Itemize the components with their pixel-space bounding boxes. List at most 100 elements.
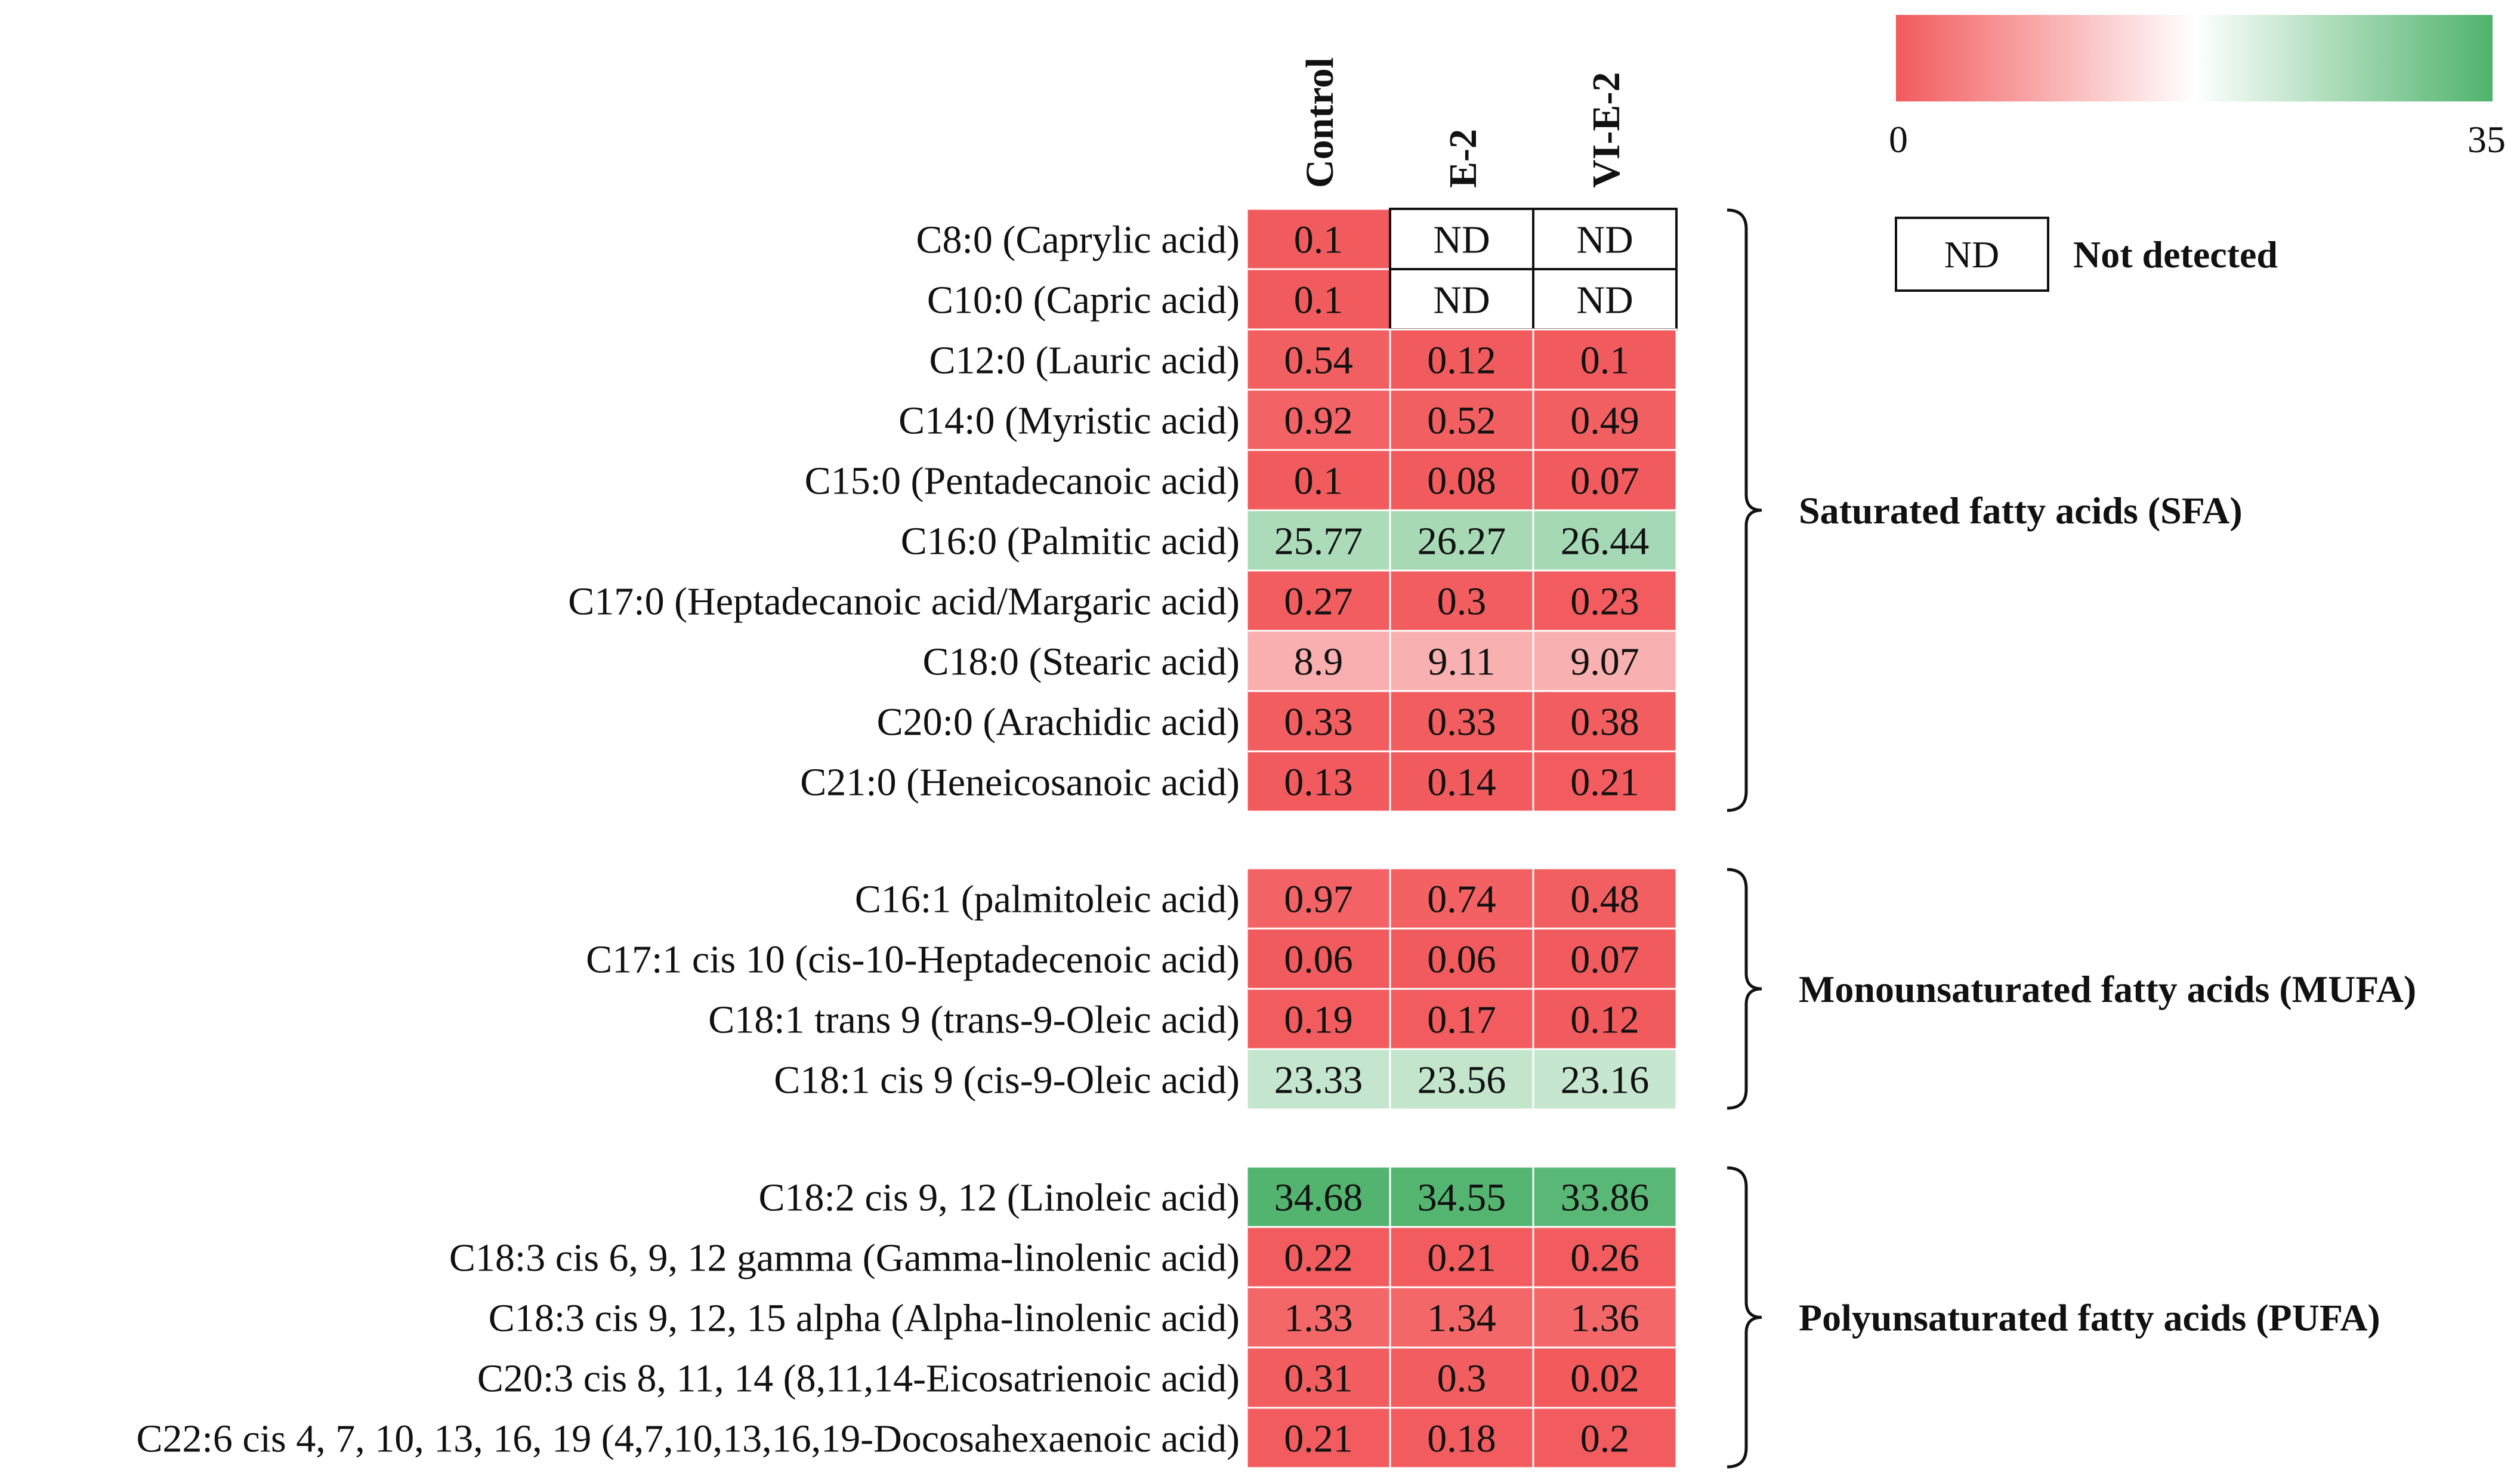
cell-value: 0.14 (1427, 761, 1496, 804)
heatmap-cell (1246, 1226, 1391, 1288)
cell-value: 0.17 (1427, 998, 1496, 1042)
column-header-control: Control (1298, 57, 1342, 188)
cell-value: 0.07 (1570, 460, 1639, 503)
cell-value: 0.27 (1284, 580, 1353, 624)
cell-value: 0.06 (1284, 938, 1353, 982)
cell-value: 0.49 (1570, 399, 1639, 443)
row-label: C12:0 (Lauric acid) (929, 339, 1240, 383)
heatmap-cell (1246, 750, 1391, 813)
row-group-2: C18:2 cis 9, 12 (Linoleic acid) 34.68 34.5… (137, 1165, 2380, 1469)
heatmap-cell (1532, 1286, 1678, 1349)
cell-value: 26.44 (1561, 520, 1650, 563)
heatmap-cell (1532, 509, 1678, 572)
row-label: C18:1 trans 9 (trans-9-Oleic acid) (708, 998, 1240, 1042)
heatmap-cell (1246, 449, 1391, 511)
cell-value: 0.33 (1284, 701, 1353, 744)
cell-value: 25.77 (1274, 520, 1363, 563)
missing-value-label: Not detected (2073, 233, 2278, 276)
cell-value: 0.33 (1427, 701, 1496, 744)
row-label: C17:0 (Heptadecanoic acid/Margaric acid) (568, 580, 1240, 624)
cell-value: 0.26 (1570, 1237, 1639, 1280)
cell-value: ND (1433, 279, 1490, 322)
row-label: C17:1 cis 10 (cis-10-Heptadecenoic acid) (586, 938, 1240, 982)
cell-value: 0.07 (1570, 938, 1639, 982)
cell-value: 0.3 (1437, 580, 1487, 624)
cell-value: 0.21 (1570, 761, 1639, 804)
row-label: C20:0 (Arachidic acid) (877, 701, 1240, 744)
cell-value: 33.86 (1561, 1176, 1650, 1220)
cell-value: ND (1433, 218, 1490, 262)
heatmap-cell (1532, 1165, 1678, 1228)
heatmap-cell (1389, 690, 1534, 753)
cell-value: 8.9 (1294, 640, 1344, 684)
cell-value: 0.02 (1570, 1357, 1639, 1401)
group-brace (1727, 1166, 1762, 1469)
row-label: C18:2 cis 9, 12 (Linoleic acid) (759, 1176, 1240, 1220)
row-label: C16:0 (Palmitic acid) (901, 520, 1240, 563)
row-label: C15:0 (Pentadecanoic acid) (805, 460, 1240, 503)
group-label: Saturated fatty acids (SFA) (1799, 489, 2243, 532)
heatmap-cell (1246, 1048, 1391, 1111)
heatmap-cell (1532, 927, 1678, 990)
heatmap-cell-not-detected (1532, 208, 1678, 270)
cell-value: 23.33 (1274, 1059, 1363, 1102)
missing-value-legend: ND Not detected (1895, 217, 2278, 292)
cell-value: 0.06 (1427, 938, 1496, 982)
missing-value-code: ND (1944, 233, 1999, 276)
cell-value: 0.1 (1580, 339, 1630, 383)
cell-value: 0.74 (1427, 878, 1496, 921)
cell-value: 0.1 (1294, 218, 1344, 262)
cell-value: 0.31 (1284, 1357, 1353, 1401)
cell-value: 0.21 (1427, 1237, 1496, 1280)
heatmap-cell (1532, 690, 1678, 753)
cell-value: 0.18 (1427, 1417, 1496, 1461)
cell-value: 23.16 (1561, 1059, 1650, 1102)
cell-value: 0.1 (1294, 460, 1344, 503)
heatmap-cell (1532, 1226, 1678, 1288)
row-label: C8:0 (Caprylic acid) (916, 218, 1240, 262)
row-label: C18:1 cis 9 (cis-9-Oleic acid) (774, 1059, 1240, 1102)
cell-value: 9.07 (1570, 640, 1639, 684)
color-scale-min-label: 0 (1889, 118, 1908, 161)
heatmap-cell (1389, 927, 1534, 990)
heatmap-cell (1389, 1048, 1534, 1111)
row-label: C18:3 cis 9, 12, 15 alpha (Alpha-linolen… (489, 1297, 1240, 1340)
group-brace (1727, 208, 1762, 812)
heatmap-cell (1246, 1346, 1391, 1409)
cell-value: 34.68 (1274, 1176, 1363, 1220)
column-header-e-2: E-2 (1441, 129, 1485, 188)
cell-value: 0.12 (1427, 339, 1496, 383)
row-group-0: C8:0 (Caprylic acid) 0.1 ND ND C10:0 (Capric… (568, 208, 2243, 813)
cell-value: 0.3 (1437, 1357, 1487, 1401)
cell-value: 0.97 (1284, 878, 1353, 921)
cell-value: 0.1 (1294, 279, 1344, 322)
missing-value-swatch (1895, 217, 2049, 292)
cell-value: 0.13 (1284, 761, 1353, 804)
cell-value: 0.23 (1570, 580, 1639, 624)
group-label: Polyunsaturated fatty acids (PUFA) (1799, 1297, 2380, 1339)
heatmap-cell (1532, 569, 1678, 632)
heatmap-cell (1246, 630, 1391, 692)
heatmap-cell (1532, 449, 1678, 511)
row-label: C14:0 (Myristic acid) (898, 399, 1240, 443)
heatmap-cell (1532, 1346, 1678, 1409)
row-label: C22:6 cis 4, 7, 10, 13, 16, 19 (4,7,10,1… (137, 1417, 1240, 1461)
cell-value: 1.33 (1284, 1297, 1353, 1340)
heatmap-cell (1246, 1286, 1391, 1349)
heatmap-cell (1246, 1407, 1391, 1469)
heatmap-cell (1389, 509, 1534, 572)
row-label: C18:0 (Stearic acid) (923, 640, 1240, 684)
cell-value: 0.22 (1284, 1237, 1353, 1280)
heatmap-cell (1246, 208, 1391, 270)
heatmap-grid: C8:0 (Caprylic acid) 0.1 ND ND C10:0 (Capric… (137, 208, 2416, 1469)
cell-value: 34.55 (1418, 1176, 1506, 1220)
cell-value: 9.11 (1428, 640, 1495, 684)
cell-value: 0.12 (1570, 998, 1639, 1042)
cell-value: 0.52 (1427, 399, 1496, 443)
heatmap-cell-not-detected (1389, 268, 1534, 331)
row-label: C21:0 (Heneicosanoic acid) (800, 761, 1240, 804)
group-label: Monounsaturated fatty acids (MUFA) (1799, 968, 2416, 1010)
cell-value: 0.54 (1284, 339, 1353, 383)
heatmap-cell (1532, 328, 1678, 391)
cell-value: ND (1576, 218, 1633, 262)
